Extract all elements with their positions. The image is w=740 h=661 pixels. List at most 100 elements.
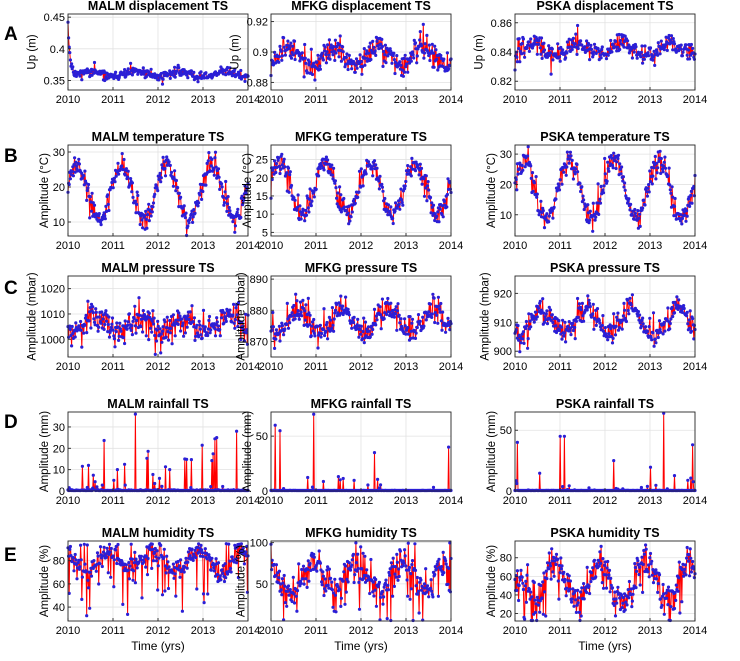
data-point	[77, 558, 81, 562]
data-point	[270, 568, 274, 572]
data-point	[339, 210, 343, 214]
data-point	[194, 334, 198, 338]
data-point	[519, 341, 523, 345]
data-point	[545, 212, 549, 216]
data-point	[86, 586, 91, 590]
data-point	[200, 548, 204, 552]
data-point	[116, 325, 120, 329]
data-point	[650, 338, 654, 342]
data-point	[221, 484, 225, 489]
data-point	[75, 577, 79, 581]
data-point	[142, 214, 147, 218]
data-point	[671, 195, 675, 199]
data-point	[567, 45, 571, 49]
data-point	[221, 195, 225, 199]
data-point	[326, 43, 330, 47]
data-point	[585, 39, 589, 43]
data-point	[278, 44, 282, 49]
data-point	[112, 558, 116, 562]
data-point	[224, 576, 228, 580]
y-tick-label: 50	[500, 425, 512, 437]
data-point	[668, 183, 672, 187]
data-point	[139, 554, 143, 558]
series-markers	[269, 541, 453, 623]
data-point	[567, 484, 571, 488]
data-point	[679, 219, 683, 223]
data-point	[219, 578, 223, 582]
data-point	[330, 326, 334, 330]
x-tick-label: 2010	[56, 495, 80, 507]
data-point	[133, 304, 137, 308]
data-point	[399, 317, 403, 321]
data-point	[359, 59, 363, 64]
data-point	[523, 165, 527, 169]
data-point	[356, 195, 360, 199]
data-point	[85, 485, 89, 490]
data-point	[244, 550, 248, 554]
data-point	[518, 350, 522, 354]
data-point	[158, 171, 162, 175]
data-point	[568, 150, 573, 154]
data-point	[372, 307, 377, 311]
data-point	[174, 71, 178, 76]
data-point	[274, 328, 278, 332]
data-point	[114, 174, 118, 178]
x-axis-label: Time (yrs)	[578, 639, 632, 653]
data-point	[615, 601, 619, 605]
data-point	[579, 614, 583, 618]
x-tick-label: 2012	[349, 361, 373, 373]
data-point	[347, 222, 351, 226]
data-point	[160, 593, 165, 597]
data-point	[295, 589, 300, 593]
data-point	[169, 170, 174, 174]
data-point	[166, 338, 171, 342]
data-point	[112, 334, 116, 338]
data-point	[562, 331, 567, 335]
data-point	[218, 574, 222, 578]
data-point	[324, 155, 328, 159]
data-point	[393, 308, 397, 312]
data-point	[526, 145, 530, 149]
data-point	[436, 594, 440, 598]
data-point	[327, 567, 331, 571]
data-point	[155, 549, 159, 553]
data-point	[192, 316, 196, 320]
data-point	[650, 165, 654, 170]
data-point	[642, 57, 647, 61]
data-point	[315, 324, 319, 329]
data-point	[576, 23, 580, 28]
data-point	[154, 559, 159, 563]
data-point	[235, 429, 239, 433]
data-point	[400, 200, 404, 205]
data-point	[448, 187, 452, 191]
data-point	[190, 304, 194, 308]
data-point	[158, 327, 162, 331]
data-point	[642, 548, 646, 553]
data-point	[215, 572, 219, 577]
data-point	[112, 585, 116, 589]
data-point	[73, 69, 77, 73]
data-point	[422, 194, 427, 198]
data-point	[415, 325, 419, 330]
data-point	[640, 44, 644, 48]
data-point	[636, 563, 641, 567]
data-point	[285, 43, 289, 47]
data-point	[235, 303, 239, 307]
data-point	[173, 169, 177, 173]
data-point	[537, 213, 541, 217]
data-point	[414, 584, 418, 588]
data-point	[303, 219, 307, 223]
y-axis-label: Amplitude (mbar)	[236, 272, 248, 360]
data-point	[197, 319, 201, 323]
data-point	[144, 217, 148, 221]
data-point	[91, 305, 95, 309]
data-point	[107, 552, 111, 557]
data-point	[559, 556, 563, 560]
data-point	[600, 47, 604, 52]
data-point	[321, 574, 325, 578]
data-point	[651, 55, 656, 59]
data-point	[365, 568, 369, 572]
data-point	[395, 328, 399, 332]
